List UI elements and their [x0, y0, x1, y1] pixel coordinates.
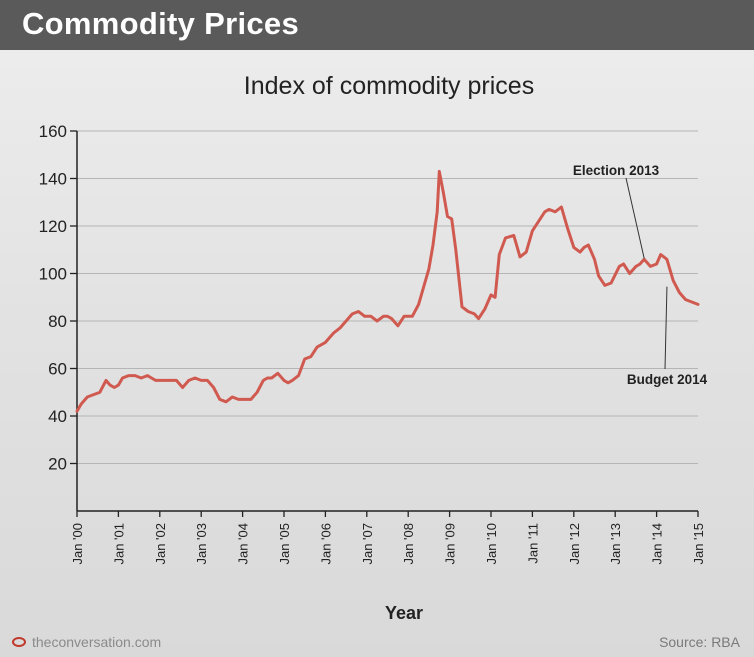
x-tick-label: Jan '10 [484, 523, 499, 565]
x-tick-label: Jan '05 [277, 523, 292, 565]
source-credit: Source: RBA [659, 634, 740, 650]
gridlines [77, 130, 698, 464]
y-tick-label: 20 [48, 455, 67, 474]
x-tick-label: Jan '03 [194, 523, 209, 565]
y-tick-label: 100 [39, 265, 67, 284]
x-tick-label: Jan '11 [525, 523, 540, 564]
y-tick-label: 60 [48, 360, 67, 379]
x-tick-label: Jan '12 [567, 523, 582, 565]
brand-credit: theconversation.com [12, 634, 161, 650]
x-tick-label: Jan '14 [650, 523, 665, 565]
conversation-logo-icon [12, 637, 26, 647]
x-tick-label: Jan '09 [443, 523, 458, 565]
header-bar: Commodity Prices [0, 0, 754, 50]
x-tick-label: Jan '07 [360, 523, 375, 565]
x-tick-label: Jan '08 [401, 523, 416, 565]
x-tick-label: Jan '06 [318, 523, 333, 565]
chart-panel [0, 50, 754, 657]
x-axis-label: Year [385, 603, 423, 623]
y-tick-label: 160 [39, 122, 67, 141]
x-tick-label: Jan '13 [608, 523, 623, 565]
brand-text: theconversation.com [32, 634, 162, 650]
y-axis: 20 40 60 80 100 120 140 160 [39, 122, 78, 511]
page-title: Commodity Prices [22, 6, 299, 41]
series-group [75, 169, 700, 413]
x-axis: Jan '00 Jan '01 Jan '02 Jan '03 Jan '04 Jan '… [70, 510, 706, 565]
annotation-leader [664, 286, 668, 370]
chart-title: Index of commodity prices [244, 72, 534, 100]
annotation-label: Budget 2014 [627, 372, 708, 387]
y-tick-label: 40 [48, 407, 67, 426]
series-line [75, 169, 700, 413]
x-tick-label: Jan '15 [691, 523, 706, 565]
annotations: Election 2013 Budget 2014 [573, 163, 708, 387]
y-tick-label: 80 [48, 312, 67, 331]
x-tick-label: Jan '04 [236, 523, 251, 565]
annotation-leader [625, 177, 645, 259]
x-tick-label: Jan '00 [70, 523, 85, 565]
annotation-label: Election 2013 [573, 163, 660, 178]
x-tick-label: Jan '01 [111, 523, 126, 565]
y-tick-label: 140 [39, 170, 67, 189]
x-tick-label: Jan '02 [153, 523, 168, 565]
y-tick-label: 120 [39, 217, 67, 236]
